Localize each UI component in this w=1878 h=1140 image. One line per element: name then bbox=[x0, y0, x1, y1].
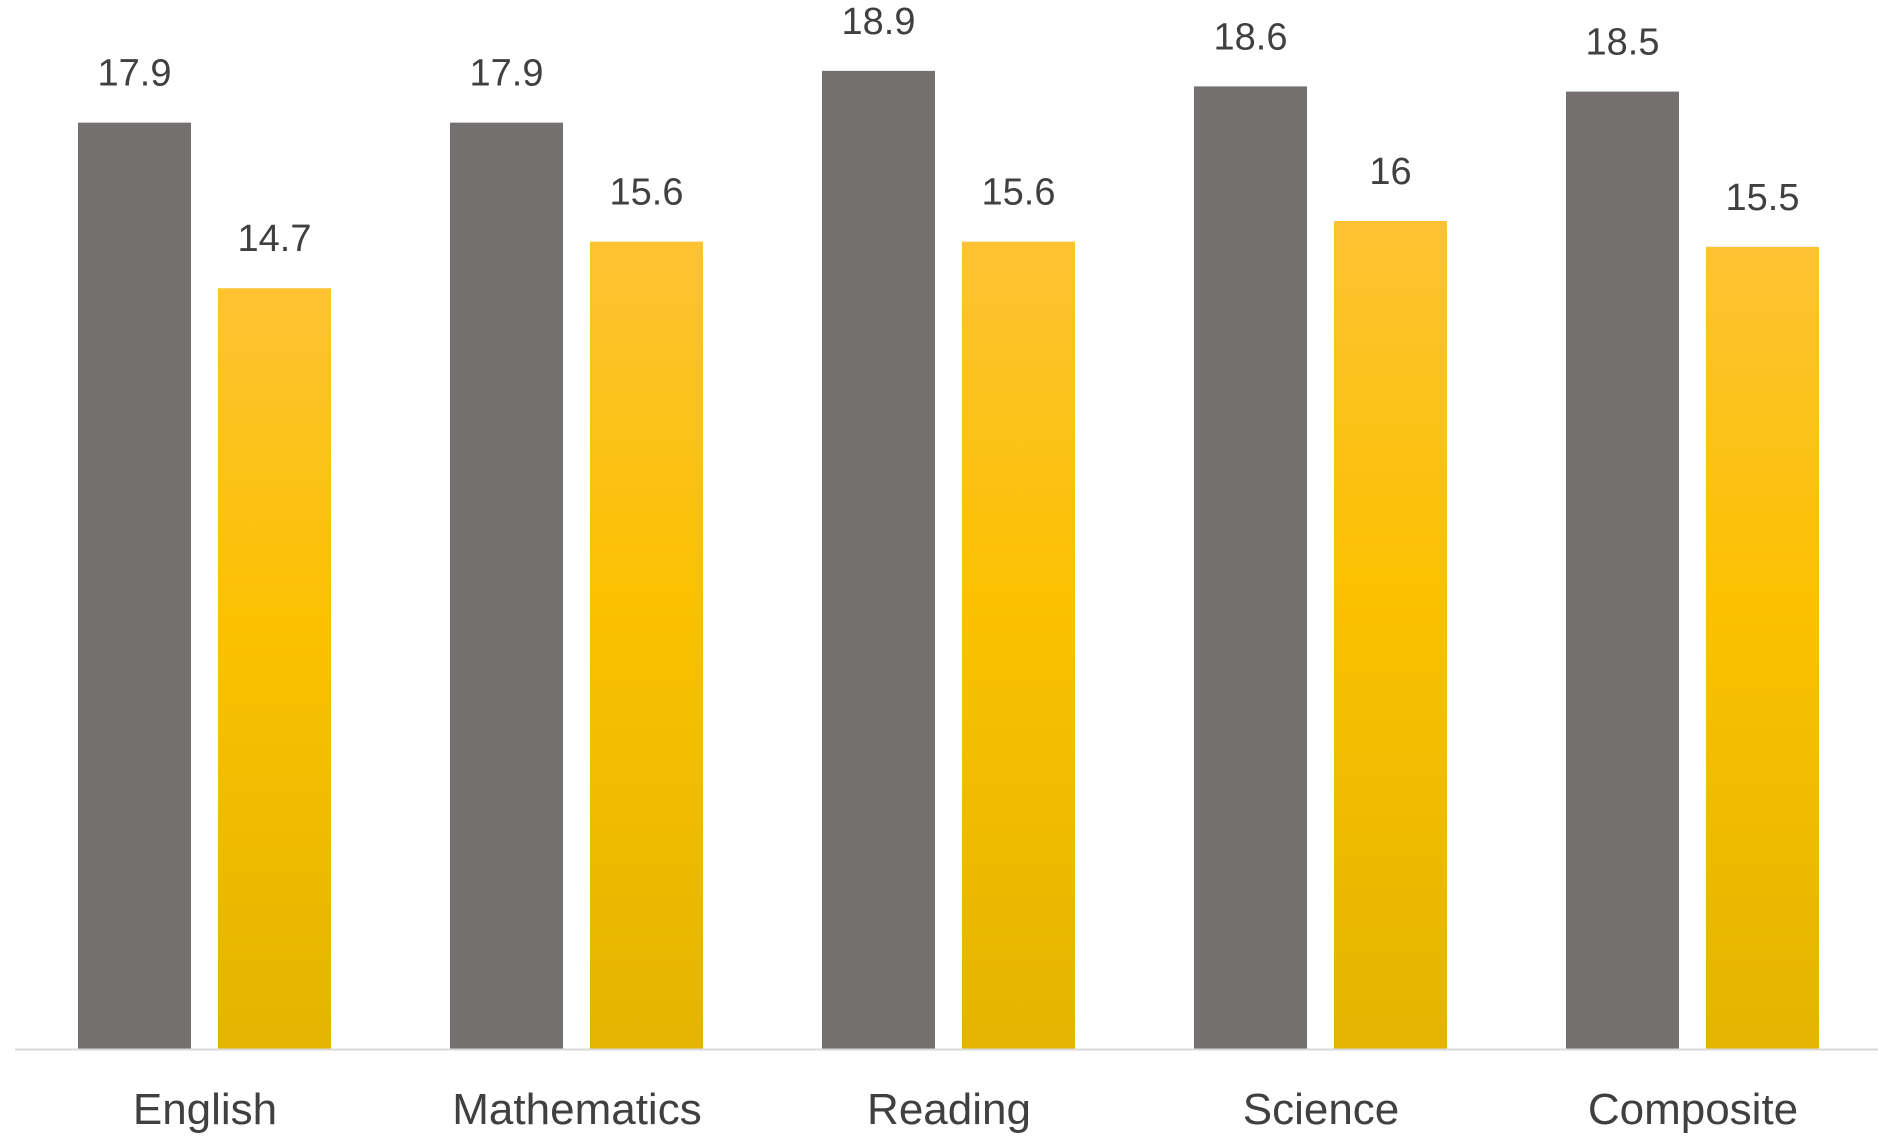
category-label-mathematics: Mathematics bbox=[452, 1085, 701, 1134]
category-labels-layer: English Mathematics Reading Science Composit… bbox=[133, 1085, 1798, 1134]
bar-mathematics-series-1 bbox=[450, 122, 563, 1050]
category-label-science: Science bbox=[1243, 1085, 1400, 1134]
value-label-science-series-1: 18.6 bbox=[1214, 16, 1288, 58]
bar-reading-series-1 bbox=[822, 70, 935, 1050]
bar-science-series-2 bbox=[1334, 220, 1447, 1050]
category-label-composite: Composite bbox=[1588, 1085, 1798, 1134]
value-label-composite-series-2: 15.5 bbox=[1726, 177, 1800, 219]
category-label-reading: Reading bbox=[867, 1085, 1031, 1134]
value-label-science-series-2: 16 bbox=[1369, 151, 1411, 193]
value-label-composite-series-1: 18.5 bbox=[1586, 22, 1660, 64]
value-label-english-series-2: 14.7 bbox=[238, 218, 312, 260]
value-label-mathematics-series-2: 15.6 bbox=[610, 172, 684, 214]
bar-english-series-2 bbox=[218, 288, 331, 1049]
value-label-reading-series-2: 15.6 bbox=[982, 172, 1056, 214]
category-label-english: English bbox=[133, 1085, 277, 1134]
value-labels-layer: 17.9 14.7 17.9 15.6 18.9 15.6 18.6 16 18.5 15.5 bbox=[98, 1, 1800, 260]
bars-layer bbox=[78, 70, 1819, 1050]
value-label-reading-series-1: 18.9 bbox=[842, 1, 916, 43]
bar-english-series-1 bbox=[78, 122, 191, 1050]
bar-composite-series-1 bbox=[1566, 91, 1679, 1049]
bar-science-series-1 bbox=[1194, 86, 1307, 1050]
value-label-english-series-1: 17.9 bbox=[98, 53, 172, 95]
bar-mathematics-series-2 bbox=[590, 241, 703, 1049]
value-label-mathematics-series-1: 17.9 bbox=[470, 53, 544, 95]
bar-composite-series-2 bbox=[1706, 246, 1819, 1049]
bar-reading-series-2 bbox=[962, 241, 1075, 1049]
